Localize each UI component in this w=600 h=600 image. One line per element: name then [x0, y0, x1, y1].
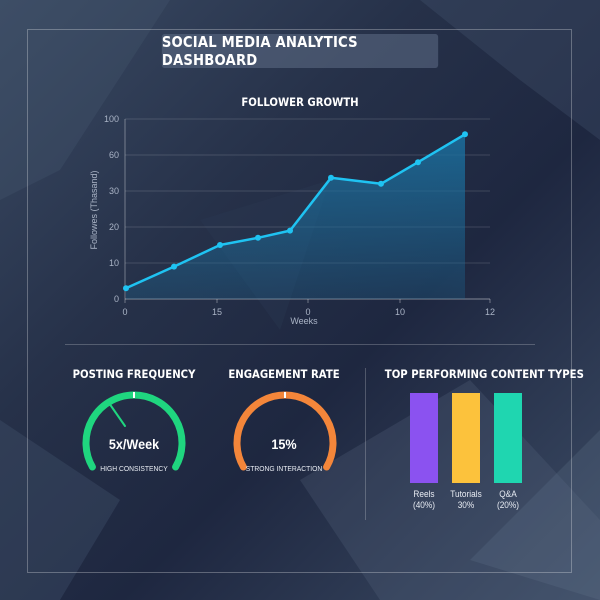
chart-points	[123, 131, 468, 292]
chart-area-fill	[125, 133, 466, 299]
data-point	[171, 263, 177, 270]
bar-category: Q&A	[499, 489, 517, 499]
gauge-arc	[233, 391, 337, 471]
bar	[410, 393, 438, 483]
posting-frequency-title: POSTING FREQUENCY	[72, 367, 196, 381]
y-tick-labels: 0 10 20 30 60 100	[104, 114, 119, 304]
gauge-arc	[82, 391, 186, 471]
data-point	[217, 242, 223, 248]
data-point	[287, 227, 293, 234]
bar-label: Q&A (20%)	[490, 489, 527, 511]
x-tick-labels: 0 15 0 10 12	[122, 307, 495, 317]
bar	[452, 393, 480, 483]
bar-percent: (40%)	[412, 500, 436, 510]
y-axis-label: Followes (Thasand)	[89, 170, 99, 249]
x-tick-label: 15	[212, 307, 222, 317]
bar	[494, 393, 522, 483]
y-tick-label: 60	[109, 150, 119, 160]
bar-percent: (20%)	[496, 500, 520, 510]
bar-category: Reels	[413, 489, 435, 499]
engagement-rate-title: ENGAGEMENT RATE	[228, 367, 340, 381]
y-tick-label: 10	[109, 258, 119, 268]
gauge-needle	[108, 402, 126, 427]
data-point	[123, 285, 129, 292]
content-type-bars	[410, 393, 522, 483]
data-point	[328, 174, 334, 181]
y-tick-label: 100	[104, 114, 119, 124]
data-point	[255, 234, 261, 241]
dashboard-title: SOCIAL MEDIA ANALYTICS DASHBOARD	[161, 33, 439, 69]
dashboard-frame	[27, 29, 572, 573]
gauges	[82, 391, 337, 471]
area-fill	[126, 134, 465, 299]
follower-growth-title: FOLLOWER GROWTH	[241, 95, 359, 109]
x-axis-label: Weeks	[290, 316, 318, 326]
x-tick-label: 0	[122, 307, 127, 317]
posting-frequency-caption: HIGH CONSISTENCY	[100, 464, 168, 473]
data-point	[415, 159, 421, 166]
bar-percent: 30%	[457, 500, 475, 510]
posting-frequency-value: 5x/Week	[108, 436, 160, 452]
data-point	[462, 131, 468, 138]
x-tick-label: 12	[485, 307, 495, 317]
data-point	[378, 180, 384, 187]
y-tick-label: 20	[109, 222, 119, 232]
section-divider-vertical	[365, 368, 366, 520]
x-tick-label: 10	[395, 307, 405, 317]
engagement-rate-caption: STRONG INTERACTION	[245, 464, 323, 473]
x-tick-label: 0	[305, 307, 310, 317]
dashboard-title-text: SOCIAL MEDIA ANALYTICS DASHBOARD	[161, 33, 358, 69]
content-types-title: TOP PERFORMING CONTENT TYPES	[384, 367, 584, 381]
section-divider-horizontal	[65, 344, 535, 345]
bar-label: Reels (40%)	[406, 489, 443, 511]
bar-label: Tutorials 30%	[448, 489, 485, 511]
engagement-rate-value: 15%	[271, 436, 297, 452]
y-tick-label: 0	[114, 294, 119, 304]
bar-category: Tutorials	[450, 489, 482, 499]
y-tick-label: 30	[109, 186, 119, 196]
